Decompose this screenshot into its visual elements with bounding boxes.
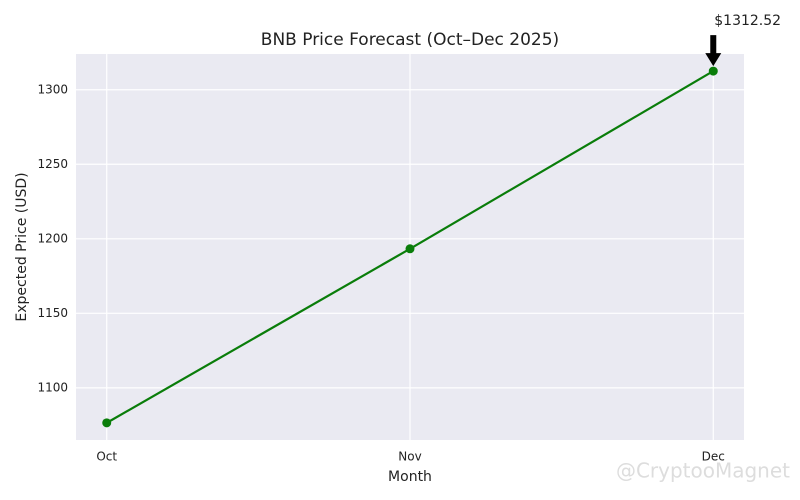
point [102, 418, 112, 428]
x-tick-label: Nov [398, 450, 421, 464]
y-axis-label: Expected Price (USD) [14, 172, 30, 321]
point [405, 244, 415, 254]
x-tick-label: Oct [96, 450, 117, 464]
x-tick-label: Dec [702, 450, 725, 464]
chart-title: BNB Price Forecast (Oct–Dec 2025) [261, 30, 559, 50]
y-tick-label: 1200 [37, 231, 68, 245]
watermark: @CryptooMagnet [616, 459, 790, 483]
annotation-arrow [705, 35, 722, 67]
y-tick-label: 1150 [37, 306, 68, 320]
y-tick-label: 1100 [37, 380, 68, 394]
y-tick-label: 1300 [37, 82, 68, 96]
y-tick-label: 1250 [37, 157, 68, 171]
annotation: $1312.52 [714, 13, 781, 29]
point [708, 66, 718, 76]
x-axis-label: Month [388, 469, 432, 485]
